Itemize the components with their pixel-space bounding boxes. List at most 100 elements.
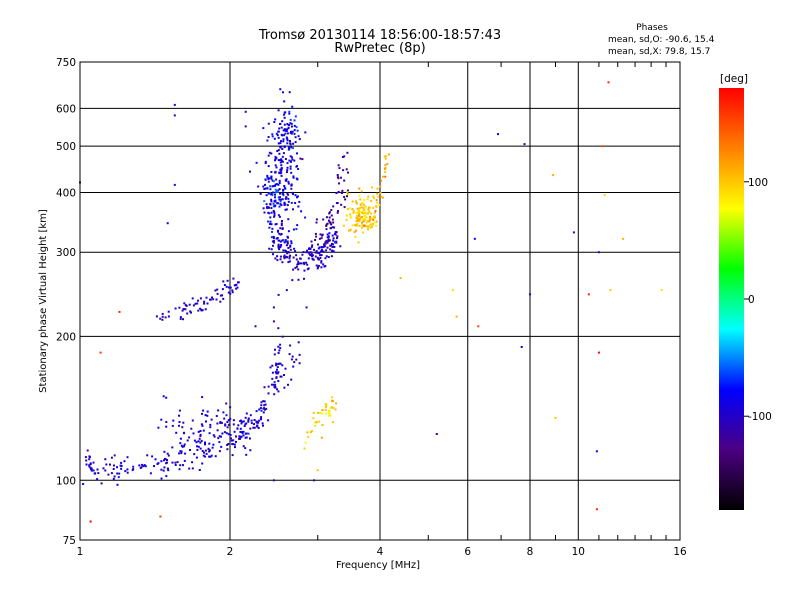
- data-point: [178, 421, 181, 423]
- data-point: [258, 419, 261, 422]
- data-point: [267, 122, 270, 125]
- data-point: [368, 210, 371, 213]
- data-point: [336, 202, 339, 204]
- data-point: [126, 468, 129, 471]
- data-point: [233, 430, 236, 433]
- data-point: [328, 221, 331, 224]
- data-point: [336, 174, 339, 176]
- data-point: [216, 422, 219, 425]
- data-point: [373, 197, 375, 200]
- data-point: [273, 200, 276, 203]
- data-point: [370, 217, 373, 220]
- data-point: [367, 220, 369, 223]
- data-point: [190, 311, 192, 314]
- data-point: [274, 171, 277, 174]
- data-point: [165, 462, 168, 465]
- data-point: [277, 243, 280, 246]
- data-point: [386, 162, 389, 165]
- data-point: [359, 218, 362, 221]
- data-point: [262, 424, 264, 427]
- data-point: [370, 200, 373, 202]
- data-point: [346, 189, 349, 192]
- data-point: [271, 227, 274, 230]
- data-point: [257, 427, 260, 429]
- data-point: [357, 210, 360, 213]
- data-point: [105, 463, 108, 466]
- data-point: [331, 246, 334, 248]
- data-point: [126, 456, 129, 459]
- data-point: [325, 216, 328, 219]
- data-point: [358, 220, 361, 222]
- data-point: [290, 187, 293, 190]
- data-point: [286, 252, 289, 255]
- data-point: [324, 241, 327, 244]
- data-point: [306, 268, 309, 271]
- data-point: [216, 292, 219, 295]
- data-point: [283, 185, 286, 187]
- data-point: [258, 408, 261, 411]
- data-point: [316, 267, 319, 270]
- data-point: [351, 208, 354, 211]
- data-point: [289, 122, 292, 125]
- data-point: [302, 251, 305, 253]
- data-point: [218, 435, 221, 438]
- data-point: [182, 464, 184, 467]
- data-point: [356, 207, 359, 210]
- data-point: [279, 202, 282, 205]
- data-point: [247, 417, 250, 420]
- data-point: [358, 194, 361, 197]
- data-point: [305, 306, 308, 309]
- data-point: [289, 165, 292, 168]
- data-point: [280, 140, 282, 143]
- data-point: [281, 335, 284, 338]
- data-point: [384, 164, 387, 167]
- data-point: [262, 127, 265, 130]
- data-point: [384, 157, 387, 160]
- data-point: [280, 244, 283, 246]
- data-point: [167, 310, 170, 313]
- data-point: [277, 327, 280, 330]
- data-point: [229, 434, 232, 436]
- data-point: [207, 448, 210, 450]
- data-point: [277, 246, 280, 249]
- data-point: [330, 209, 333, 211]
- data-point: [271, 371, 274, 374]
- data-point: [290, 146, 293, 149]
- data-point: [273, 211, 276, 213]
- data-point: [171, 461, 174, 464]
- data-point: [289, 118, 292, 121]
- data-point: [290, 242, 293, 245]
- data-point: [278, 179, 281, 182]
- data-point: [210, 418, 213, 421]
- data-point: [295, 228, 298, 231]
- data-point: [336, 211, 339, 214]
- data-point: [320, 237, 323, 240]
- data-point: [256, 425, 259, 428]
- data-point: [179, 317, 182, 320]
- data-point: [298, 138, 301, 141]
- data-point: [325, 228, 328, 231]
- data-point: [155, 315, 158, 318]
- data-point: [343, 206, 346, 209]
- data-point: [554, 417, 557, 419]
- data-point: [298, 362, 301, 365]
- data-point: [273, 214, 276, 217]
- data-point: [317, 247, 320, 250]
- data-point: [149, 472, 152, 475]
- data-point: [276, 255, 279, 258]
- data-point: [267, 211, 270, 214]
- data-point: [193, 439, 196, 442]
- data-point: [192, 304, 195, 307]
- data-point: [262, 407, 265, 410]
- data-point: [368, 220, 371, 223]
- data-point: [372, 195, 375, 198]
- data-point: [183, 443, 186, 446]
- data-point: [199, 435, 202, 437]
- data-point: [278, 205, 281, 208]
- data-point: [151, 455, 154, 458]
- data-point: [283, 134, 286, 137]
- data-point: [316, 256, 319, 259]
- data-point: [330, 406, 333, 409]
- data-point: [361, 226, 363, 229]
- data-point: [279, 233, 282, 236]
